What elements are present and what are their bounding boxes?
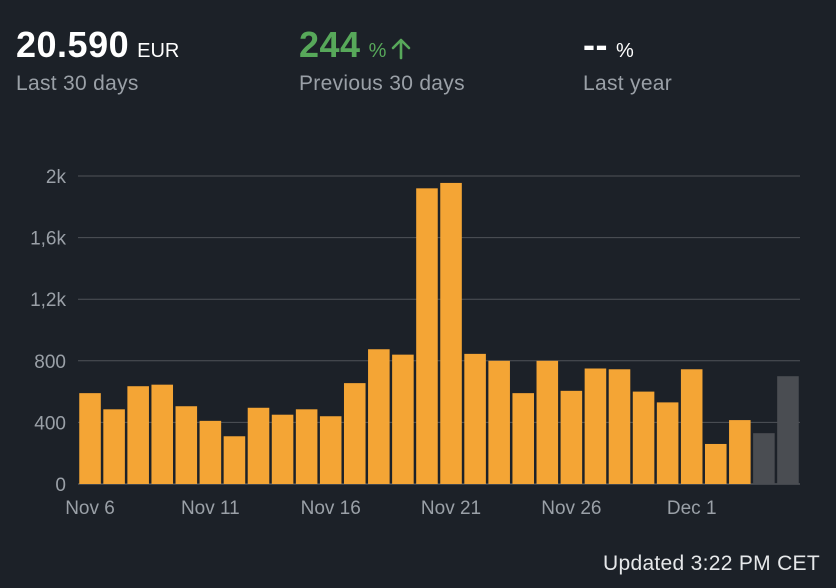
stat-last-year: -- % Last year (583, 24, 672, 96)
bar-nov-14[interactable] (271, 414, 294, 484)
y-tick-label: 400 (34, 413, 66, 434)
bar-nov-22[interactable] (464, 353, 486, 484)
gridlines (78, 175, 800, 485)
bar-nov-6[interactable] (79, 393, 101, 484)
y-tick-label: 0 (55, 475, 66, 496)
x-tick-label: Nov 21 (421, 498, 481, 519)
y-axis-labels: 0 400 800 1,2k 1,6k 2k (30, 167, 66, 496)
updated-timestamp: Updated 3:22 PM CET (603, 552, 820, 575)
stat-unit: EUR (137, 40, 180, 62)
stat-label: Previous 30 days (299, 72, 465, 95)
bar-nov-16[interactable] (319, 416, 342, 484)
bar-nov-20[interactable] (416, 188, 438, 484)
bar-nov-11[interactable] (199, 420, 222, 484)
bar-nov-9[interactable] (151, 384, 174, 484)
stat-value: 20.590 (16, 24, 130, 65)
bar-nov-26[interactable] (560, 390, 583, 484)
bar-nov-30[interactable] (656, 402, 679, 484)
x-tick-label: Nov 26 (541, 498, 601, 519)
x-tick-label: Nov 16 (301, 498, 361, 519)
arrow-up-icon (390, 38, 412, 60)
bar-nov-23[interactable] (488, 360, 510, 484)
bar-dec-3[interactable] (729, 420, 751, 484)
x-tick-label: Nov 11 (181, 498, 240, 519)
x-tick-label: Nov 6 (65, 498, 115, 519)
stat-label: Last 30 days (16, 72, 139, 95)
bar-nov-7[interactable] (103, 409, 125, 484)
bar-nov-24[interactable] (512, 393, 535, 484)
bar-nov-19[interactable] (392, 354, 414, 484)
bar-nov-18[interactable] (368, 349, 390, 484)
bar-dec-4[interactable] (753, 433, 775, 484)
bar-nov-17[interactable] (343, 383, 366, 484)
stat-unit: % (368, 40, 387, 62)
stat-last-30-days: 20.590 EUR Last 30 days (16, 24, 179, 96)
y-tick-label: 2k (46, 167, 67, 188)
y-tick-label: 1,6k (30, 229, 66, 250)
bar-nov-29[interactable] (632, 391, 655, 484)
bar-nov-25[interactable] (536, 360, 559, 484)
x-axis-labels: Nov 6 Nov 11 Nov 16 Nov 21 Nov 26 Dec 1 (65, 498, 716, 519)
stat-unit: % (615, 40, 634, 62)
bar-dec-1[interactable] (680, 369, 703, 484)
bar-dec-5[interactable] (777, 376, 799, 484)
y-tick-label: 1,2k (30, 290, 66, 311)
stat-previous-30-days: 244 % Previous 30 days (299, 24, 465, 96)
bar-dec-2[interactable] (704, 443, 727, 484)
bar-nov-8[interactable] (127, 386, 149, 484)
stat-label: Last year (583, 72, 673, 95)
y-tick-label: 800 (34, 352, 66, 373)
daily-revenue-bar-chart: 0 400 800 1,2k 1,6k 2k Nov 6 Nov 11 Nov 16 Nov 2… (30, 167, 800, 519)
bar-nov-12[interactable] (223, 436, 246, 484)
bar-nov-13[interactable] (247, 407, 270, 484)
bar-nov-10[interactable] (175, 406, 198, 484)
bar-nov-27[interactable] (584, 368, 607, 485)
stat-value: -- (583, 24, 608, 65)
bars (79, 182, 799, 485)
bar-nov-21[interactable] (440, 182, 462, 484)
x-tick-label: Dec 1 (667, 498, 717, 519)
stat-value: 244 (299, 24, 361, 65)
bar-nov-28[interactable] (608, 369, 631, 484)
bar-nov-15[interactable] (295, 409, 318, 484)
